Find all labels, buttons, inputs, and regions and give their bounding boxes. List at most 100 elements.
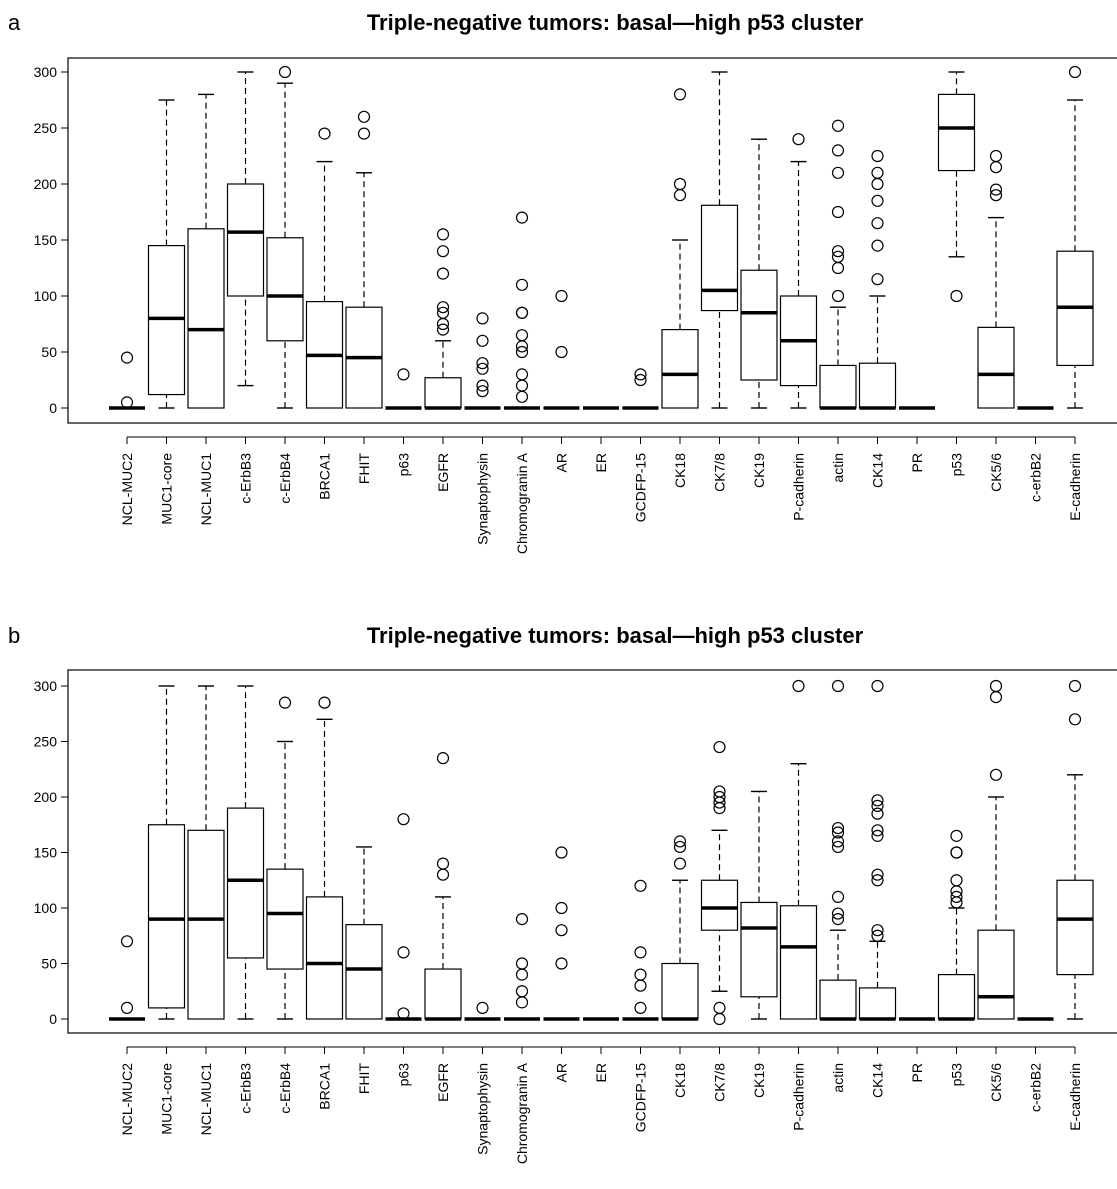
x-tick-label: E-cadherin [1067, 453, 1083, 521]
outlier-point [1068, 713, 1082, 726]
x-tick-label: CK19 [751, 453, 767, 488]
x-tick-label: Synaptophysin [475, 453, 491, 545]
panel-a: a Triple-negative tumors: basal—high p53… [8, 10, 1117, 554]
box-p63 [385, 813, 422, 1021]
x-tick-label: EGFR [435, 1063, 451, 1102]
x-tick-label: CK5/6 [988, 453, 1004, 492]
x-tick-label: CK14 [870, 1063, 886, 1098]
outlier-point [871, 868, 884, 881]
box-e-cadherin [1056, 679, 1094, 1020]
box-gcdfp-15 [622, 879, 659, 1021]
x-tick-label: ER [593, 453, 609, 472]
outlier-point [120, 935, 134, 948]
outlier-point [989, 161, 1003, 174]
outlier-point [673, 835, 687, 848]
outlier-point [831, 166, 845, 179]
outlier-point [871, 929, 884, 942]
outlier-point [713, 1012, 726, 1026]
outlier-point [515, 211, 529, 224]
x-tick-label: c-erbB2 [1028, 1063, 1044, 1112]
x-tick-label: CK7/8 [712, 1063, 728, 1102]
outlier-point [436, 317, 450, 331]
x-tick-label: P-cadherin [791, 1063, 807, 1131]
box-gcdfp-15 [622, 368, 659, 410]
y-tick-label: 300 [34, 678, 58, 694]
box [700, 204, 739, 312]
x-tick-label: MUC1-core [159, 1063, 175, 1135]
x-tick-label: p53 [949, 453, 965, 477]
panel-a-title: Triple-negative tumors: basal—high p53 c… [367, 10, 864, 35]
outlier-point [120, 1001, 134, 1015]
box-p53 [937, 71, 976, 303]
outlier-point [871, 177, 884, 191]
plot-frame [67, 669, 1117, 1034]
box-c-erbb3 [226, 71, 265, 387]
outlier-point [436, 228, 450, 241]
outlier-point [673, 177, 687, 191]
outlier-point [831, 826, 845, 839]
outlier-point [831, 840, 845, 854]
box-brca1 [305, 696, 344, 1020]
outlier-point [871, 829, 884, 842]
box [187, 228, 225, 409]
outlier-point [634, 879, 647, 892]
outlier-point [515, 329, 529, 342]
outlier-point [871, 217, 884, 230]
x-tick-label: Chromogranin A [514, 1062, 530, 1164]
outlier-point [436, 267, 450, 280]
box-muc1-core [147, 685, 186, 1020]
outlier-point [318, 696, 331, 709]
x-tick-label: CK18 [672, 453, 688, 488]
outlier-point [871, 273, 884, 286]
box-p-cadherin [779, 133, 818, 409]
box [858, 987, 897, 1020]
x-tick-label: PR [909, 1063, 925, 1082]
outlier-point [515, 957, 529, 970]
x-tick-label: CK14 [870, 453, 886, 488]
box-ck7-8 [700, 740, 739, 1026]
outlier-point [515, 340, 529, 353]
outlier-point [476, 312, 489, 325]
y-tick-label: 200 [34, 789, 58, 805]
y-tick-label: 50 [41, 344, 57, 360]
x-tick-label: c-ErbB4 [277, 1063, 293, 1114]
outlier-point [831, 261, 845, 275]
outlier-point [397, 946, 410, 959]
outlier-point [871, 799, 884, 812]
outlier-point [476, 334, 489, 347]
x-tick-label: GCDFP-15 [633, 453, 649, 522]
box-ck18 [661, 88, 699, 409]
box-ncl-muc1 [187, 685, 225, 1020]
box-fhit [345, 846, 383, 1020]
x-tick-label: FHIT [356, 1063, 372, 1095]
outlier-point [436, 301, 450, 314]
box-ck19 [740, 138, 778, 409]
box-ck19 [740, 790, 778, 1020]
outlier-point [713, 796, 726, 809]
outlier-point [120, 351, 134, 364]
x-tick-label: Chromogranin A [514, 452, 530, 554]
outlier-point [871, 149, 884, 163]
box-brca1 [305, 127, 344, 409]
x-tick-label: CK7/8 [712, 453, 728, 492]
box [740, 269, 778, 381]
x-tick-label: actin [830, 1063, 846, 1093]
outlier-point [871, 824, 884, 837]
box [226, 807, 265, 959]
box [977, 326, 1015, 409]
outlier-point [555, 846, 568, 859]
outlier-point [871, 679, 884, 693]
outlier-point [989, 189, 1003, 202]
box-ar [543, 289, 580, 410]
box [779, 905, 818, 1020]
outlier-point [436, 857, 450, 870]
x-tick-label: c-ErbB3 [238, 1063, 254, 1114]
x-tick-label: E-cadherin [1067, 1063, 1083, 1131]
outlier-point [1068, 65, 1082, 79]
box-synaptophysin [464, 1001, 501, 1021]
x-tick-label: Synaptophysin [475, 1063, 491, 1155]
outlier-point [515, 345, 529, 359]
outlier-point [555, 901, 568, 915]
outlier-point [515, 912, 529, 926]
x-tick-label: FHIT [356, 453, 372, 485]
